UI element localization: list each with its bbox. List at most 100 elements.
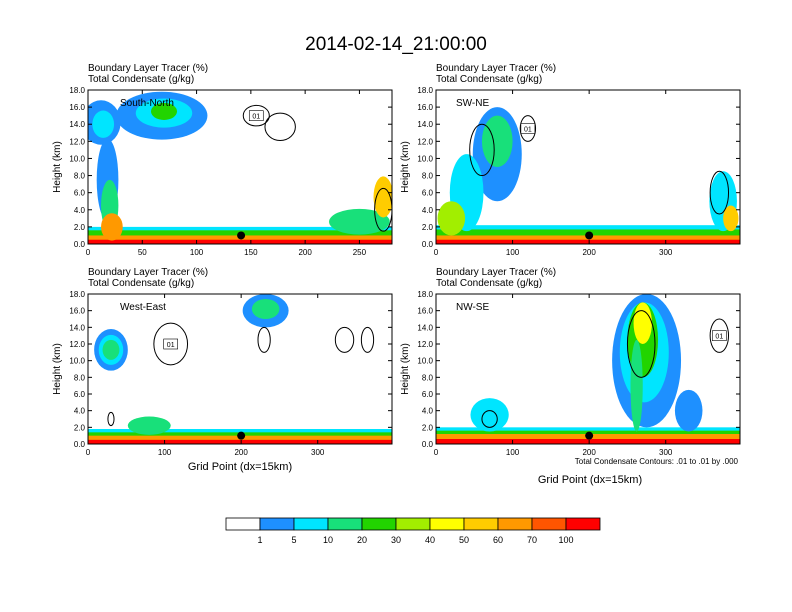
plot-frame [87, 89, 393, 245]
colorbar-swatch [531, 517, 567, 531]
contour-label: 01 [524, 127, 532, 134]
tracer-blob [481, 115, 513, 167]
condensate-contour [519, 115, 537, 142]
tracer-blob [251, 299, 280, 319]
y-tick-label: 4.0 [74, 407, 86, 416]
field-layer: 01 [436, 294, 740, 444]
y-tick-label: 8.0 [422, 373, 434, 382]
contour-label-box [248, 110, 264, 121]
surface-layer-band [436, 239, 740, 244]
panel-header-tracer: Boundary Layer Tracer (%) [436, 267, 556, 278]
field-layer: 01 [88, 294, 392, 444]
x-tick-label: 300 [311, 448, 325, 457]
x-tick-label: 200 [582, 248, 596, 257]
panel-header-condensate: Total Condensate (g/kg) [88, 74, 194, 85]
panel-header-condensate: Total Condensate (g/kg) [88, 278, 194, 289]
colorbar-label: 70 [527, 535, 537, 545]
panel-header-tracer: Boundary Layer Tracer (%) [88, 63, 208, 74]
y-tick-label: 0.0 [74, 240, 86, 249]
x-tick-label: 300 [659, 248, 673, 257]
y-tick-label: 12.0 [417, 340, 433, 349]
y-tick-label: 12.0 [69, 340, 85, 349]
x-tick-label: 150 [244, 248, 258, 257]
x-tick-label: 0 [86, 248, 91, 257]
condensate-contour [469, 123, 495, 177]
contour-note: Total Condensate Contours: .01 to .01 by… [575, 457, 739, 466]
colorbar-swatch [293, 517, 329, 531]
contour-label-box [163, 338, 179, 350]
y-axis-label: Height (km) [52, 141, 63, 193]
condensate-contour [481, 410, 498, 428]
y-tick-label: 14.0 [69, 323, 85, 332]
field-layer: 01 [88, 91, 392, 244]
colorbar-label: 60 [493, 535, 503, 545]
plot-frame [87, 293, 393, 445]
tracer-blob [674, 389, 703, 432]
y-tick-label: 12.0 [417, 137, 433, 146]
surface-layer-band [88, 435, 392, 444]
tracer-blob [373, 176, 392, 218]
y-tick-label: 18.0 [417, 290, 433, 299]
tracer-blob [630, 339, 643, 432]
x-tick-label: 250 [353, 248, 367, 257]
colorbar-label: 40 [425, 535, 435, 545]
tracer-blob [470, 398, 509, 432]
y-tick-label: 0.0 [422, 440, 434, 449]
x-tick-label: 200 [298, 248, 312, 257]
y-tick-label: 2.0 [422, 423, 434, 432]
y-tick-label: 0.0 [422, 240, 434, 249]
colorbar-label: 5 [291, 535, 296, 545]
colorbar-label: 1 [257, 535, 262, 545]
tracer-blob [437, 201, 466, 236]
x-tick-label: 300 [659, 448, 673, 457]
plot-frame [435, 89, 741, 245]
y-tick-label: 18.0 [417, 86, 433, 95]
surface-layer-band [88, 439, 392, 444]
contour-label: 01 [715, 334, 723, 341]
panels: Boundary Layer Tracer (%)Total Condensat… [52, 63, 741, 473]
y-tick-label: 2.0 [74, 223, 86, 232]
y-tick-label: 10.0 [417, 357, 433, 366]
colorbar-swatch [225, 517, 261, 531]
colorbar-label: 20 [357, 535, 367, 545]
y-tick-label: 10.0 [69, 357, 85, 366]
x-tick-label: 100 [158, 448, 172, 457]
tracer-blob [150, 102, 178, 120]
colorbar-swatch [565, 517, 601, 531]
colorbar-swatch [429, 517, 465, 531]
surface-layer-band [436, 439, 740, 444]
location-marker [237, 231, 246, 240]
y-tick-label: 14.0 [417, 120, 433, 129]
surface-layer-band [88, 239, 392, 244]
location-marker [237, 431, 246, 440]
colorbar-swatch [395, 517, 431, 531]
tracer-blob [633, 302, 652, 344]
x-tick-label: 100 [506, 448, 520, 457]
tracer-blob [102, 339, 120, 360]
panel-name: West-East [120, 302, 166, 313]
y-tick-label: 6.0 [422, 189, 434, 198]
figure-title: 2014-02-14_21:00:00 [305, 34, 487, 55]
tracer-blob [101, 213, 123, 241]
panel-header-tracer: Boundary Layer Tracer (%) [436, 63, 556, 74]
y-tick-label: 2.0 [74, 423, 86, 432]
panel-west-east: Boundary Layer Tracer (%)Total Condensat… [52, 267, 393, 473]
contour-label-box [712, 330, 727, 341]
condensate-contour [709, 170, 730, 215]
y-tick-label: 0.0 [74, 440, 86, 449]
condensate-contour [242, 104, 270, 127]
panel-nw-se: Boundary Layer Tracer (%)Total Condensat… [400, 267, 741, 457]
condensate-contour [626, 310, 656, 378]
x-axis-label-right: Grid Point (dx=15km) [538, 474, 642, 486]
location-marker [585, 231, 594, 240]
x-tick-label: 200 [234, 448, 248, 457]
condensate-contour [334, 326, 355, 353]
y-tick-label: 4.0 [422, 407, 434, 416]
condensate-contour [374, 187, 392, 232]
contour-label: 01 [167, 342, 175, 349]
panel-name: SW-NE [456, 98, 489, 109]
x-tick-label: 0 [434, 248, 439, 257]
condensate-contour [153, 322, 189, 366]
y-tick-label: 2.0 [422, 223, 434, 232]
